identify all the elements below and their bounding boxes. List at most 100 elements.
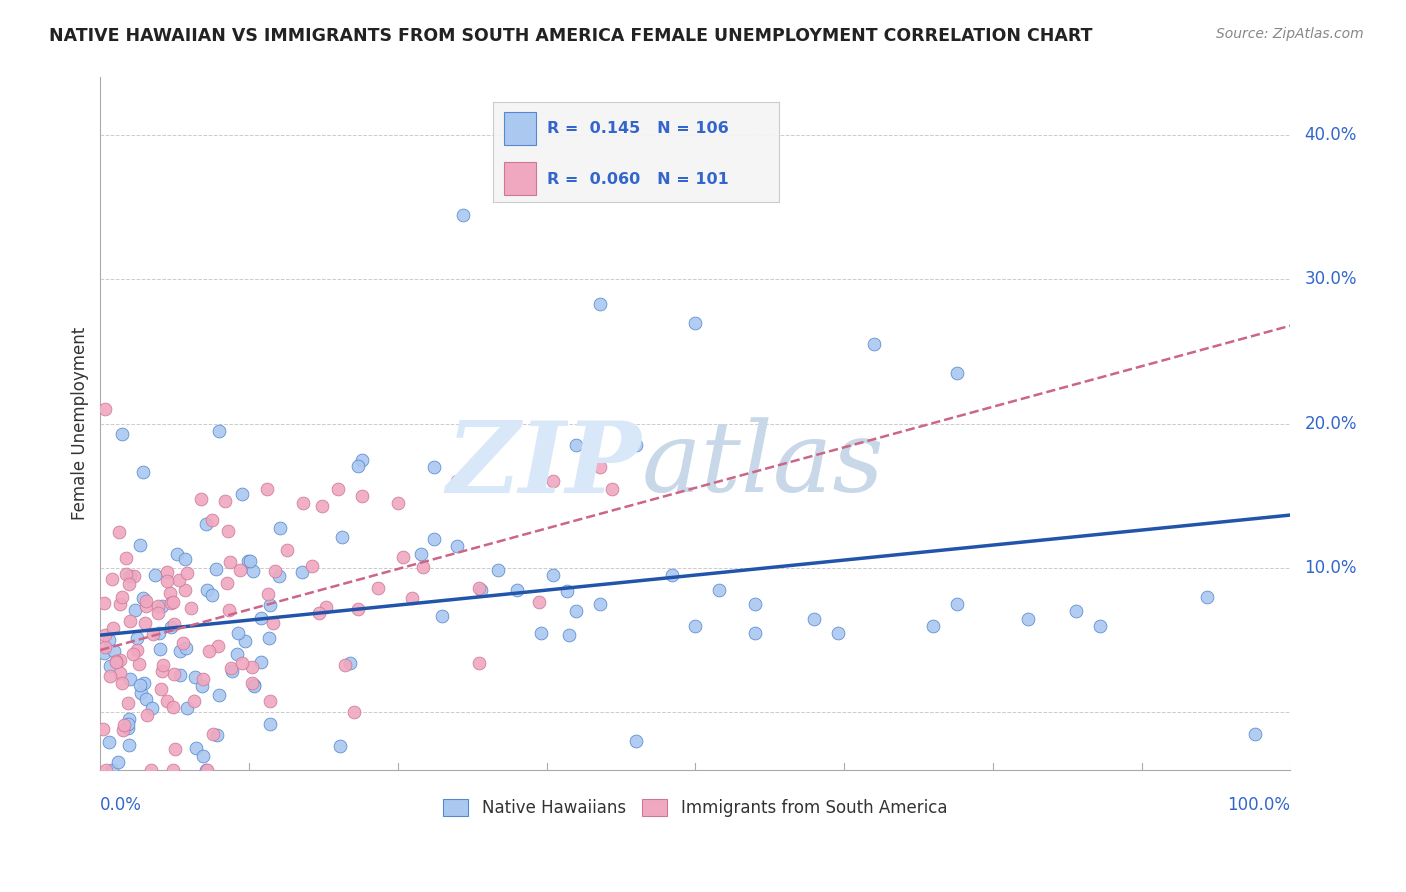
Point [661, 568, 683, 582]
Point [122, 569, 145, 583]
Point [468, 657, 491, 671]
Point [184, 741, 207, 756]
Point [685, 316, 707, 330]
Point [231, 487, 253, 501]
Point [118, 576, 141, 591]
Point [329, 739, 352, 753]
Point [197, 763, 219, 777]
Point [93, 646, 115, 660]
Point [946, 597, 969, 611]
Point [276, 543, 298, 558]
Point [132, 675, 155, 690]
Point [422, 532, 444, 546]
Point [131, 686, 153, 700]
Point [201, 513, 224, 527]
Point [205, 562, 228, 576]
Point [257, 587, 280, 601]
Point [269, 521, 291, 535]
Point [240, 676, 263, 690]
Point [291, 496, 314, 510]
Text: 20.0%: 20.0% [1305, 415, 1357, 433]
Point [149, 642, 172, 657]
Point [506, 582, 529, 597]
Point [1243, 727, 1265, 741]
Point [367, 582, 389, 596]
Point [527, 595, 550, 609]
Point [411, 547, 433, 561]
Point [229, 563, 252, 577]
Point [589, 460, 612, 475]
Point [163, 617, 186, 632]
Point [827, 626, 849, 640]
Point [149, 682, 172, 697]
Point [558, 628, 581, 642]
Text: 0.0%: 0.0% [100, 796, 142, 814]
Point [290, 565, 312, 579]
Point [97, 735, 120, 749]
Point [453, 207, 475, 221]
Point [541, 568, 564, 582]
Point [555, 584, 578, 599]
Point [93, 628, 115, 642]
Point [346, 601, 368, 615]
Point [176, 700, 198, 714]
Text: ZIP: ZIP [447, 417, 641, 514]
Point [132, 466, 155, 480]
Point [201, 588, 224, 602]
Point [226, 647, 249, 661]
Point [259, 716, 281, 731]
Point [226, 626, 249, 640]
Point [250, 655, 273, 669]
Point [156, 565, 179, 579]
Point [101, 572, 124, 586]
Point [124, 602, 146, 616]
Point [803, 611, 825, 625]
Point [134, 615, 156, 630]
Point [565, 604, 588, 618]
Point [146, 607, 169, 621]
Point [162, 595, 184, 609]
Point [163, 741, 186, 756]
Point [110, 666, 132, 681]
Point [541, 475, 564, 489]
Point [243, 679, 266, 693]
Point [401, 591, 423, 605]
Point [174, 640, 197, 655]
Point [194, 763, 217, 777]
Point [328, 482, 350, 496]
Point [118, 712, 141, 726]
Point [221, 665, 243, 679]
Point [685, 618, 707, 632]
Point [1064, 604, 1087, 618]
Point [143, 567, 166, 582]
Text: 10.0%: 10.0% [1305, 559, 1357, 577]
Point [156, 694, 179, 708]
Point [160, 596, 183, 610]
Point [236, 554, 259, 568]
Point [148, 626, 170, 640]
Point [470, 582, 492, 597]
Point [201, 726, 224, 740]
Point [352, 452, 374, 467]
Point [922, 618, 945, 632]
Point [231, 656, 253, 670]
Point [262, 615, 284, 630]
Point [214, 494, 236, 508]
Point [105, 654, 128, 668]
Point [1088, 618, 1111, 632]
Point [308, 606, 330, 620]
Point [412, 559, 434, 574]
Point [120, 614, 142, 628]
Point [1195, 590, 1218, 604]
Point [218, 602, 240, 616]
Point [256, 482, 278, 496]
Point [197, 582, 219, 597]
Point [117, 696, 139, 710]
Point [208, 424, 231, 438]
Point [135, 593, 157, 607]
Point [141, 701, 163, 715]
Point [259, 694, 281, 708]
Legend: Native Hawaiians, Immigrants from South America: Native Hawaiians, Immigrants from South … [437, 792, 953, 824]
Point [218, 524, 240, 538]
Text: atlas: atlas [641, 417, 884, 513]
